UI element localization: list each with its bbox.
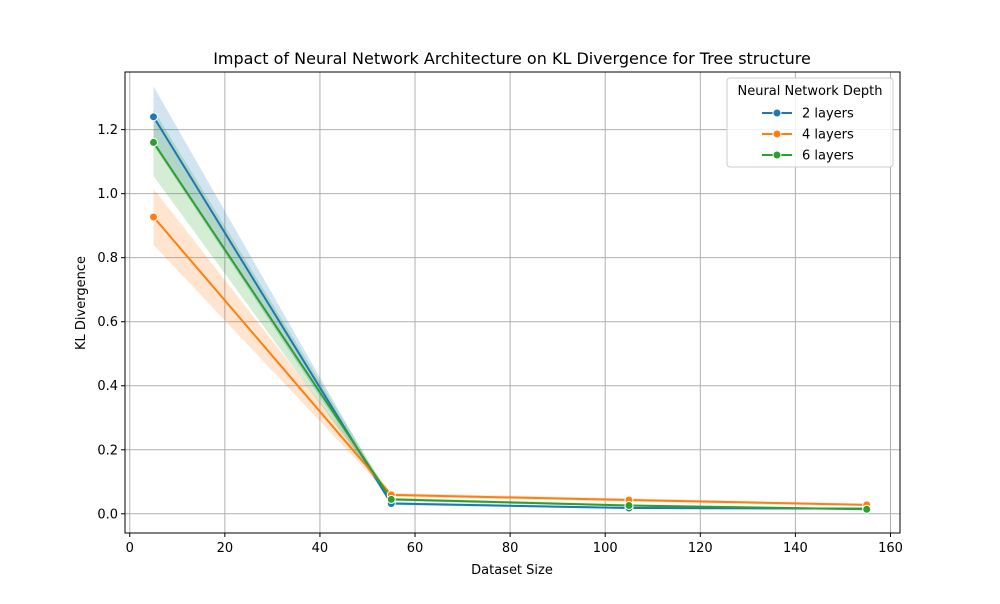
legend-title: Neural Network Depth bbox=[737, 84, 882, 99]
axis-ticks: 0 20 40 60 80 100 120 140 160 0.0 0.2 0.4 0.6 0.8 1.0 1… bbox=[97, 123, 903, 556]
x-axis-label: Dataset Size bbox=[471, 563, 553, 578]
x-tick-label: 0 bbox=[126, 541, 134, 556]
legend-box bbox=[726, 77, 894, 168]
legend-marker-4-layers bbox=[772, 129, 782, 139]
legend-marker-6-layers bbox=[772, 150, 782, 160]
legend-marker-2-layers bbox=[772, 108, 782, 118]
series-lines bbox=[152, 116, 867, 511]
data-point-6-layers bbox=[624, 500, 634, 510]
legend-items: 2 layers 4 layers 6 layers bbox=[762, 107, 854, 164]
legend-label-4-layers: 4 layers bbox=[802, 128, 854, 143]
x-tick-label: 120 bbox=[688, 541, 713, 556]
x-tick-label: 40 bbox=[312, 541, 329, 556]
data-point-4-layers bbox=[149, 212, 159, 222]
series-line-6-layers bbox=[152, 141, 867, 511]
x-tick-label: 20 bbox=[217, 541, 234, 556]
x-tick-label: 60 bbox=[407, 541, 424, 556]
legend-label-2-layers: 2 layers bbox=[802, 107, 854, 122]
data-point-2-layers bbox=[149, 112, 159, 122]
y-tick-label: 0.4 bbox=[97, 379, 118, 394]
legend-label-6-layers: 6 layers bbox=[802, 149, 854, 164]
y-tick-label: 0.6 bbox=[97, 315, 118, 330]
data-point-6-layers bbox=[386, 494, 396, 504]
chart-title: Impact of Neural Network Architecture on… bbox=[213, 49, 811, 68]
legend: Neural Network Depth 2 layers 4 layers 6 l… bbox=[726, 77, 894, 168]
y-axis-label: KL Divergence bbox=[74, 256, 89, 350]
y-tick-label: 1.2 bbox=[97, 123, 118, 138]
x-tick-label: 140 bbox=[783, 541, 808, 556]
y-tick-label: 1.0 bbox=[97, 187, 118, 202]
data-point-6-layers bbox=[149, 137, 159, 147]
x-tick-label: 100 bbox=[593, 541, 618, 556]
x-tick-label: 160 bbox=[878, 541, 903, 556]
x-tick-label: 80 bbox=[502, 541, 519, 556]
data-point-6-layers bbox=[862, 504, 872, 514]
y-tick-label: 0.0 bbox=[97, 507, 118, 522]
confidence-band-2-layers bbox=[153, 86, 867, 510]
plot-frame bbox=[124, 71, 901, 534]
data-points bbox=[149, 112, 872, 514]
series-line-4-layers bbox=[152, 216, 867, 506]
y-tick-label: 0.8 bbox=[97, 251, 118, 266]
y-tick-label: 0.2 bbox=[97, 443, 118, 458]
